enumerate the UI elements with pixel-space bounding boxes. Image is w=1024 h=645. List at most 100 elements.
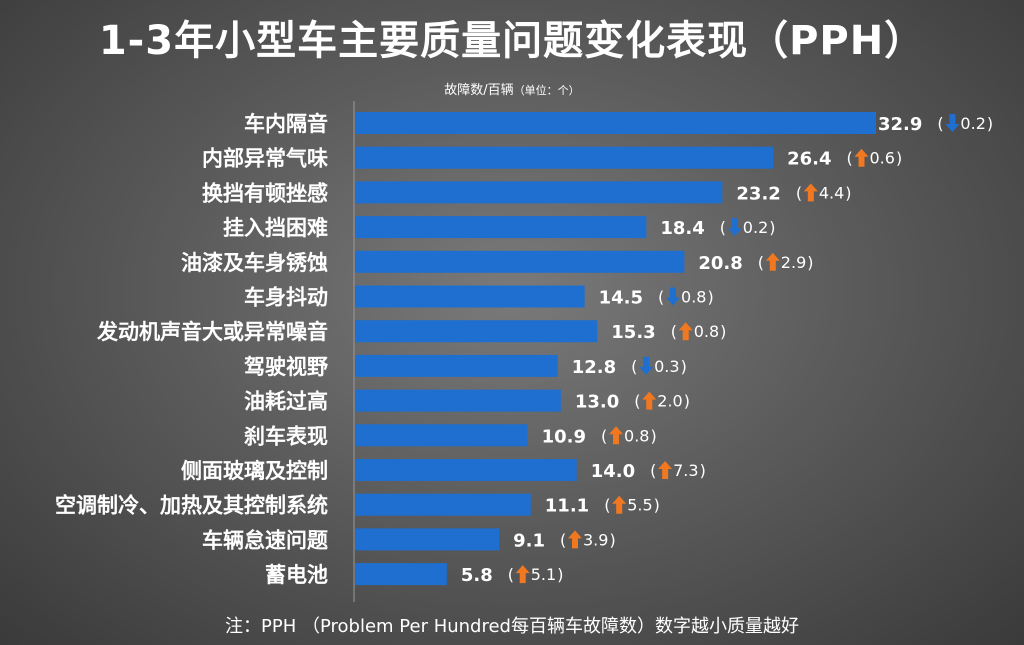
change-close-paren: ) (987, 114, 993, 133)
arrow-down-icon (639, 356, 654, 375)
change-close-paren: ) (650, 426, 656, 445)
category-label: 车内隔音 (244, 112, 328, 136)
category-label: 驾驶视野 (244, 355, 328, 379)
change-value: 4.4 (819, 183, 844, 202)
chart-title: 1-3年小型车主要质量问题变化表现（PPH） (98, 18, 926, 64)
change-open-paren: ( (758, 253, 764, 272)
bar (355, 320, 598, 343)
arrow-up-icon (567, 530, 582, 549)
value-label: 9.1 (513, 530, 545, 551)
category-label: 车辆怠速问题 (202, 528, 329, 552)
change-open-paren: ( (601, 426, 607, 445)
arrow-up-icon (612, 495, 627, 514)
category-label: 发动机声音大或异常噪音 (96, 320, 328, 344)
value-label: 20.8 (698, 253, 742, 274)
category-label: 油漆及车身锈蚀 (181, 251, 328, 275)
value-label: 5.8 (461, 565, 493, 586)
change-open-paren: ( (658, 288, 664, 307)
value-label: 14.0 (591, 461, 635, 482)
bar (355, 216, 647, 239)
change-value: 2.9 (781, 253, 806, 272)
change-value: 0.3 (654, 357, 679, 376)
arrow-up-icon (765, 252, 780, 271)
category-label: 刹车表现 (244, 424, 328, 448)
change-close-paren: ) (609, 530, 615, 549)
change-value: 7.3 (673, 461, 698, 480)
category-label: 油耗过高 (244, 390, 328, 414)
change-close-paren: ) (807, 253, 813, 272)
change-value: 0.8 (624, 426, 649, 445)
category-label: 空调制冷、加热及其控制系统 (55, 494, 328, 518)
change-open-paren: ( (846, 149, 852, 168)
change-open-paren: ( (796, 183, 802, 202)
bar (355, 181, 723, 204)
change-open-paren: ( (604, 496, 610, 515)
category-label: 侧面玻璃及控制 (181, 459, 328, 483)
change-value: 3.9 (583, 530, 608, 549)
change-close-paren: ) (769, 218, 775, 237)
category-label: 内部异常气味 (202, 147, 328, 171)
change-value: 0.8 (681, 288, 706, 307)
change-close-paren: ) (557, 565, 563, 584)
arrow-up-icon (642, 391, 657, 410)
bar (355, 459, 577, 481)
change-value: 0.2 (960, 114, 985, 133)
category-label: 蓄电池 (265, 563, 328, 587)
arrow-up-icon (658, 461, 673, 479)
value-label: 15.3 (611, 322, 655, 343)
change-open-paren: ( (631, 357, 637, 376)
arrow-up-icon (854, 148, 869, 167)
change-close-paren: ) (845, 183, 851, 202)
bar (355, 146, 774, 169)
arrow-down-icon (666, 287, 681, 306)
bar (355, 528, 500, 551)
change-open-paren: ( (560, 530, 566, 549)
change-close-paren: ) (700, 461, 706, 480)
change-close-paren: ) (654, 496, 660, 515)
change-value: 5.1 (531, 565, 556, 584)
category-label: 挂入挡困难 (223, 216, 328, 240)
category-label: 车身抖动 (244, 286, 328, 310)
arrow-up-icon (803, 183, 818, 202)
arrow-down-icon (945, 114, 960, 132)
change-value: 5.5 (627, 496, 652, 515)
bar (355, 112, 876, 134)
change-close-paren: ) (684, 392, 690, 411)
value-label: 18.4 (660, 218, 704, 239)
change-close-paren: ) (720, 322, 726, 341)
arrow-up-icon (678, 322, 693, 341)
change-open-paren: ( (671, 322, 677, 341)
category-label: 换挡有顿挫感 (202, 181, 328, 205)
value-label: 12.8 (572, 357, 616, 378)
change-close-paren: ) (896, 149, 902, 168)
value-label: 11.1 (545, 496, 589, 517)
change-open-paren: ( (650, 461, 656, 480)
unit-label-text: 故障数/百辆 (444, 83, 514, 98)
change-open-paren: ( (937, 114, 943, 133)
bar (355, 285, 585, 308)
change-value: 0.8 (694, 322, 719, 341)
change-open-paren: ( (634, 392, 640, 411)
change-open-paren: ( (508, 565, 514, 584)
bar (355, 424, 528, 447)
change-close-paren: ) (681, 357, 687, 376)
bar (355, 250, 685, 273)
change-value: 0.6 (869, 149, 894, 168)
value-label: 26.4 (787, 149, 831, 170)
value-label: 14.5 (599, 288, 643, 309)
unit-note: （单位：个） (513, 84, 580, 97)
value-label: 23.2 (736, 183, 780, 204)
bar (355, 354, 558, 377)
change-value: 2.0 (657, 392, 682, 411)
change-close-paren: ) (707, 288, 713, 307)
arrow-up-icon (515, 565, 530, 584)
change-open-paren: ( (720, 218, 726, 237)
arrow-down-icon (727, 218, 742, 237)
value-label: 13.0 (575, 392, 619, 413)
value-label: 10.9 (542, 426, 586, 447)
bar (355, 389, 561, 412)
change-value: 0.2 (743, 218, 768, 237)
unit-label: 故障数/百辆（单位：个） (0, 79, 1024, 98)
footnote: 注：PPH （Problem Per Hundred每百辆车故障数）数字越小质量… (225, 616, 799, 637)
